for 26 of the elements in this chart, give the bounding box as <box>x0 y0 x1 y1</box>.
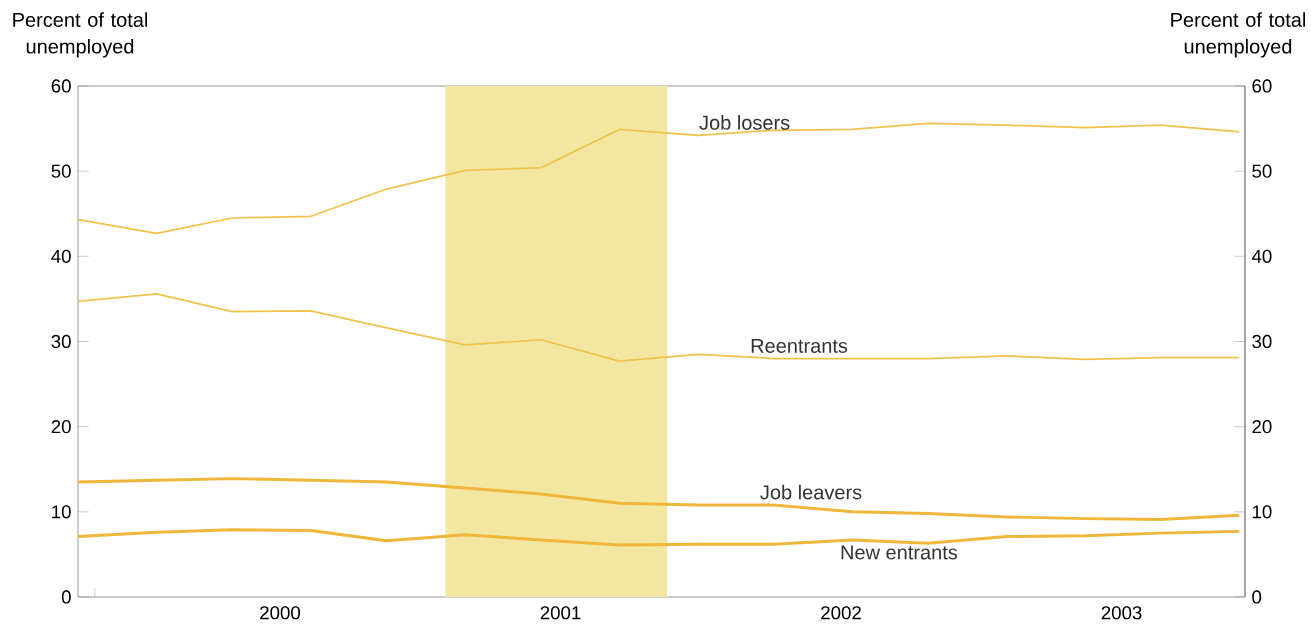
series-label: Reentrants <box>751 338 848 353</box>
y2-tick-label: 10 <box>1252 505 1272 519</box>
y-tick-label: 40 <box>51 249 71 263</box>
y-tick-label: 20 <box>51 420 71 434</box>
y2-tick-label: 40 <box>1251 249 1272 263</box>
y2-tick-label: 30 <box>1252 334 1272 349</box>
y2-tick-label: 20 <box>1252 420 1272 434</box>
series-label: New entrants <box>841 545 958 560</box>
y2-tick-label: 60 <box>1252 79 1272 93</box>
x-tick-label: 2003 <box>1101 606 1142 620</box>
y-tick-label: 0 <box>61 590 71 604</box>
line-series <box>78 477 1241 521</box>
line-series <box>78 528 1241 547</box>
y-axis-title: Percent of total unemployed <box>13 12 148 58</box>
x-tick-label: 2000 <box>260 606 301 620</box>
y2-tick-label: 0 <box>1252 590 1262 604</box>
x-tick-label: 2002 <box>821 606 861 620</box>
y-tick-label: 50 <box>51 164 71 178</box>
x-tick-label: 2001 <box>540 606 581 620</box>
y-tick-label: 60 <box>51 79 71 93</box>
y-tick-label: 30 <box>51 334 71 349</box>
y2-tick-label: 50 <box>1252 164 1272 178</box>
series-label: Job leavers <box>760 484 862 500</box>
series-label: Job losers <box>699 115 790 130</box>
y2-axis-title: Percent of total unemployed <box>1171 12 1305 58</box>
y-tick-label: 10 <box>52 505 71 519</box>
